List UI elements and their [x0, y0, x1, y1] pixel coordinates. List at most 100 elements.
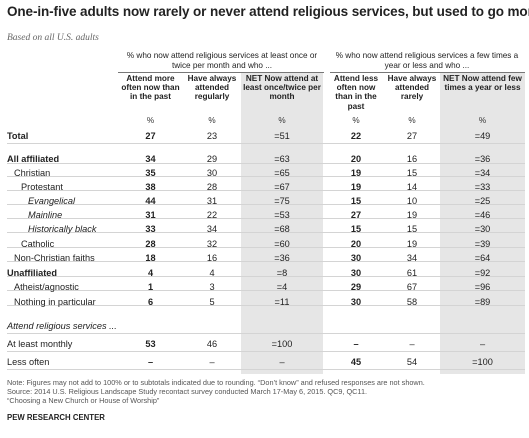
table-cell: 1: [147, 282, 154, 292]
table-cell: =75: [274, 196, 290, 206]
table-cell: 58: [406, 297, 418, 307]
net-column-shade-2: [440, 72, 525, 374]
table-cell: 32: [206, 239, 218, 249]
row-label: Less often: [7, 357, 50, 367]
footnotes: Note: Figures may not add to 100% or to …: [7, 378, 425, 405]
pct-label: %: [146, 116, 155, 125]
table-cell: =49: [474, 131, 491, 141]
table-cell: =8: [276, 268, 288, 278]
table-cell: 6: [147, 297, 154, 307]
table-cell: =65: [274, 168, 290, 178]
table-cell: 67: [406, 282, 418, 292]
row-divider: [7, 176, 525, 177]
table-cell: 4: [147, 268, 154, 278]
table-cell: 15: [350, 224, 362, 234]
row-label: Historically black: [28, 224, 97, 234]
table-cell: 4: [209, 268, 215, 278]
table-cell: =53: [274, 210, 290, 220]
table-cell: =67: [274, 182, 290, 192]
table-cell: =51: [274, 131, 290, 141]
note-line: Note: Figures may not add to 100% or to …: [7, 378, 425, 387]
col-head-more-often: Attend more often now than in the past: [121, 74, 180, 102]
table-cell: 34: [145, 154, 156, 164]
table-row: All affiliated 34 29 =63 20 16 =36: [0, 153, 529, 165]
table-cell: 22: [350, 131, 362, 141]
table-cell: =11: [274, 297, 290, 307]
row-label: Total: [7, 131, 29, 141]
table-cell: 28: [206, 182, 218, 192]
row-label: Attend religious services ...: [7, 321, 117, 331]
table-cell: 29: [206, 154, 218, 164]
table-row: Total 27 23 =51 22 27 =49: [0, 130, 529, 142]
table-cell: 31: [206, 196, 218, 206]
net-column-shade-1: [241, 72, 323, 374]
table-cell: =89: [474, 297, 491, 307]
table-cell: 28: [145, 239, 156, 249]
table-cell: 27: [350, 210, 362, 220]
table-cell: =33: [474, 182, 491, 192]
row-divider: [7, 163, 525, 164]
table-row: Attend religious services ...: [0, 320, 529, 332]
table-cell: 30: [350, 297, 362, 307]
table-cell: 30: [206, 168, 218, 178]
table-cell: 15: [406, 224, 418, 234]
row-divider: [7, 369, 525, 370]
table-cell: 30: [350, 253, 362, 263]
table-cell: –: [147, 357, 154, 367]
table-cell: 20: [350, 154, 362, 164]
table-cell: 27: [145, 131, 156, 141]
table-cell: =68: [274, 224, 290, 234]
source-line: Source: 2014 U.S. Religious Landscape St…: [7, 387, 368, 396]
table-cell: 16: [406, 154, 418, 164]
table-cell: 18: [145, 253, 156, 263]
table-cell: =34: [474, 168, 491, 178]
row-divider: [7, 143, 525, 144]
table-cell: 46: [206, 339, 218, 349]
table-cell: =63: [274, 154, 290, 164]
group-underline-1: [118, 72, 324, 73]
table-row: Nothing in particular 6 5 =11 30 58 =89: [0, 296, 529, 308]
table-cell: –: [409, 339, 415, 349]
row-divider: [7, 351, 525, 352]
row-label: Atheist/agnostic: [14, 282, 79, 292]
row-divider: [7, 204, 525, 205]
table-cell: 5: [209, 297, 215, 307]
row-divider: [7, 305, 525, 306]
row-label: Christian: [14, 168, 51, 178]
table-cell: 19: [406, 210, 418, 220]
table-cell: –: [209, 357, 215, 367]
row-divider: [7, 232, 525, 233]
col-head-always-rarely: Have always attended rarely: [387, 74, 437, 102]
table-cell: =36: [274, 253, 290, 263]
table-cell: –: [279, 357, 285, 367]
table-cell: 15: [406, 168, 418, 178]
row-label: Unaffiliated: [7, 268, 58, 278]
table-cell: =60: [274, 239, 290, 249]
table-row: Atheist/agnostic 1 3 =4 29 67 =96: [0, 281, 529, 293]
table-row: Less often – – – 45 54 =100: [0, 356, 529, 368]
col-head-net-monthly: NET Now attend at least once/twice per m…: [243, 74, 321, 102]
page-title: One-in-five adults now rarely or never a…: [7, 4, 529, 19]
row-divider: [7, 333, 525, 334]
table-cell: =100: [271, 339, 293, 349]
table-cell: 33: [145, 224, 156, 234]
table-cell: =100: [472, 357, 493, 367]
table-cell: 38: [145, 182, 156, 192]
table-cell: 23: [206, 131, 218, 141]
table-cell: =36: [474, 154, 491, 164]
table-cell: 30: [350, 268, 362, 278]
row-divider: [7, 190, 525, 191]
table-cell: =39: [474, 239, 491, 249]
table-cell: =46: [474, 210, 491, 220]
row-divider: [7, 276, 525, 277]
pct-label: %: [208, 116, 216, 125]
row-divider: [7, 218, 525, 219]
table-row: Protestant 38 28 =67 19 14 =33: [0, 181, 529, 193]
table-cell: =92: [474, 268, 491, 278]
table-row: Historically black 33 34 =68 15 15 =30: [0, 223, 529, 235]
row-label: All affiliated: [7, 154, 60, 164]
table-cell: 3: [209, 282, 215, 292]
table-cell: 54: [406, 357, 418, 367]
table-cell: 53: [145, 339, 156, 349]
table-cell: 16: [206, 253, 218, 263]
